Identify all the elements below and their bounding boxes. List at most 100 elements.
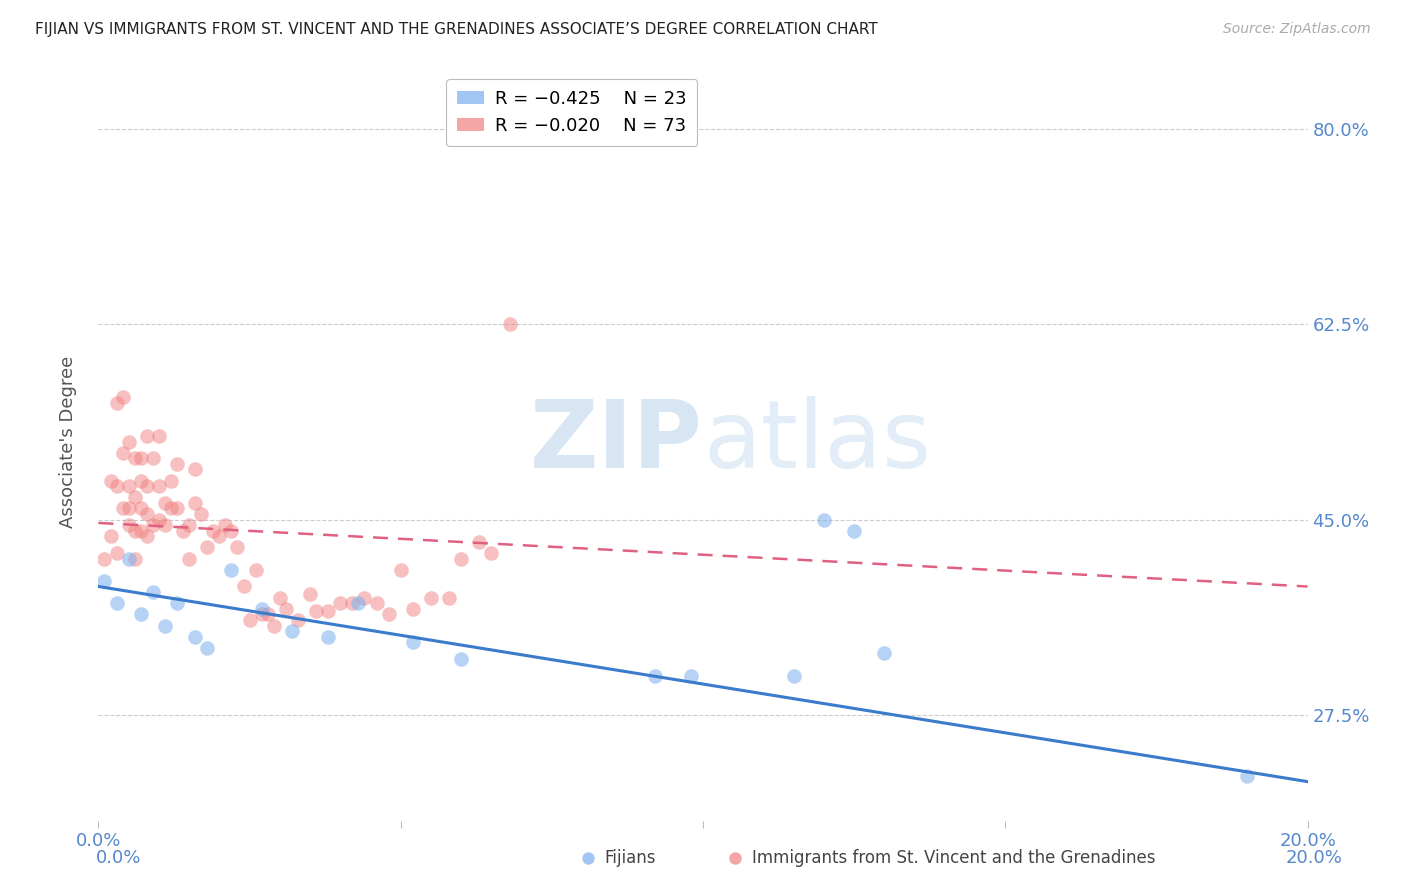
Point: [105, 596, 128, 610]
Point: [153, 518, 176, 533]
Point: [402, 601, 425, 615]
Point: [129, 451, 152, 466]
Point: [190, 507, 212, 521]
Point: [142, 451, 165, 466]
Point: [124, 451, 146, 466]
Point: [195, 541, 218, 555]
Point: [329, 596, 352, 610]
Point: [468, 534, 491, 549]
Point: [179, 518, 201, 533]
Y-axis label: Associate's Degree: Associate's Degree: [59, 355, 77, 528]
Point: [184, 462, 207, 476]
Point: [105, 479, 128, 493]
Point: [160, 474, 183, 488]
Point: [124, 490, 146, 504]
Point: [105, 546, 128, 560]
Point: [316, 604, 339, 618]
Point: [129, 607, 152, 622]
Point: [299, 587, 322, 601]
Point: [202, 524, 225, 538]
Point: [111, 445, 134, 460]
Point: [783, 669, 806, 683]
Point: [420, 591, 443, 605]
Point: [377, 607, 399, 622]
Point: [644, 669, 666, 683]
Text: Fijians: Fijians: [605, 849, 657, 867]
Point: [245, 563, 267, 577]
Point: [274, 601, 297, 615]
Text: 20.0%: 20.0%: [1286, 849, 1343, 867]
Text: Immigrants from St. Vincent and the Grenadines: Immigrants from St. Vincent and the Gren…: [752, 849, 1156, 867]
Point: [481, 546, 503, 560]
Point: [118, 434, 141, 449]
Point: [221, 524, 243, 538]
Point: [437, 591, 460, 605]
Point: [135, 507, 157, 521]
Point: [287, 613, 309, 627]
Point: [118, 518, 141, 533]
Point: [100, 529, 122, 543]
Point: [263, 618, 285, 632]
Point: [184, 496, 207, 510]
Point: [93, 551, 115, 566]
Point: [498, 318, 520, 332]
Point: [124, 551, 146, 566]
Point: [166, 596, 188, 610]
Text: 0.0%: 0.0%: [96, 849, 141, 867]
Point: [129, 474, 152, 488]
Point: [129, 501, 152, 516]
Point: [118, 551, 141, 566]
Point: [232, 580, 254, 594]
Point: [1236, 769, 1258, 783]
Point: [342, 596, 364, 610]
Point: [450, 652, 472, 666]
Point: [142, 585, 165, 599]
Point: [135, 529, 157, 543]
Point: [160, 501, 183, 516]
Point: [316, 630, 339, 644]
Point: [450, 551, 472, 566]
Point: [195, 640, 218, 655]
Text: ZIP: ZIP: [530, 395, 703, 488]
Point: [111, 390, 134, 404]
Point: [366, 596, 388, 610]
Point: [148, 429, 170, 443]
Point: [166, 501, 188, 516]
Point: [281, 624, 304, 639]
Point: [124, 524, 146, 538]
Point: [118, 501, 141, 516]
Point: [172, 524, 194, 538]
Point: [105, 395, 128, 409]
Point: [256, 607, 278, 622]
Legend: R = −0.425    N = 23, R = −0.020    N = 73: R = −0.425 N = 23, R = −0.020 N = 73: [446, 79, 697, 145]
Point: [269, 591, 291, 605]
Point: [153, 496, 176, 510]
Point: [118, 479, 141, 493]
Point: [166, 457, 188, 471]
Point: [389, 563, 412, 577]
Point: [111, 501, 134, 516]
Text: FIJIAN VS IMMIGRANTS FROM ST. VINCENT AND THE GRENADINES ASSOCIATE’S DEGREE CORR: FIJIAN VS IMMIGRANTS FROM ST. VINCENT AN…: [35, 22, 877, 37]
Point: [153, 618, 176, 632]
Point: [184, 630, 207, 644]
Point: [353, 591, 375, 605]
Point: [135, 479, 157, 493]
Point: [179, 551, 201, 566]
Point: [250, 607, 273, 622]
Point: [347, 596, 370, 610]
Point: [250, 601, 273, 615]
Point: [135, 429, 157, 443]
Point: [813, 512, 835, 526]
Point: [873, 646, 896, 660]
Point: [148, 479, 170, 493]
Point: [221, 563, 243, 577]
Point: [100, 474, 122, 488]
Point: [142, 518, 165, 533]
Point: [402, 635, 425, 649]
Text: Source: ZipAtlas.com: Source: ZipAtlas.com: [1223, 22, 1371, 37]
Point: [93, 574, 115, 588]
Point: [239, 613, 262, 627]
Point: [305, 604, 328, 618]
Point: [226, 541, 249, 555]
Point: [214, 518, 236, 533]
